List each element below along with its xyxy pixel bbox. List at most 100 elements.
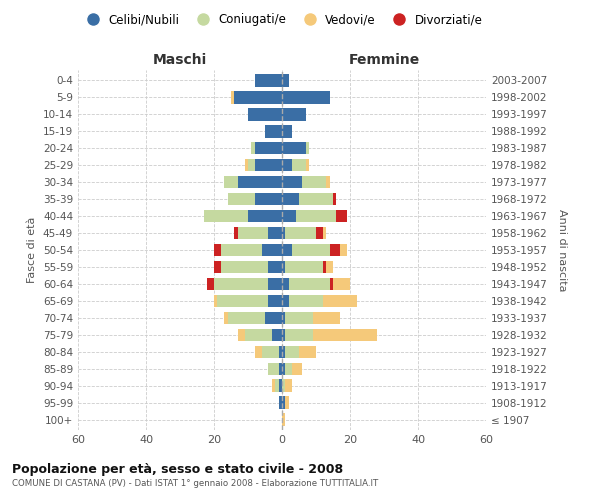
Bar — [292, 244, 329, 256]
Bar — [282, 260, 286, 274]
Bar — [238, 328, 245, 342]
Bar — [292, 362, 302, 375]
Bar — [255, 192, 282, 205]
Bar — [282, 91, 329, 104]
Bar — [278, 346, 282, 358]
Bar — [224, 312, 227, 324]
Bar — [296, 210, 337, 222]
Bar — [282, 210, 296, 222]
Bar — [248, 108, 282, 120]
Bar — [286, 396, 289, 409]
Bar — [217, 294, 268, 308]
Bar — [316, 226, 323, 239]
Bar — [286, 362, 292, 375]
Bar — [214, 260, 221, 274]
Bar — [286, 226, 316, 239]
Bar — [268, 278, 282, 290]
Bar — [278, 380, 282, 392]
Bar — [248, 158, 255, 172]
Bar — [326, 176, 329, 188]
Bar — [275, 380, 278, 392]
Bar — [214, 244, 221, 256]
Bar — [282, 74, 289, 86]
Bar — [313, 312, 340, 324]
Bar — [282, 312, 286, 324]
Bar — [323, 226, 326, 239]
Bar — [286, 260, 323, 274]
Bar — [302, 176, 326, 188]
Bar — [282, 396, 286, 409]
Bar — [245, 328, 272, 342]
Bar — [207, 278, 214, 290]
Bar — [204, 210, 248, 222]
Bar — [255, 158, 282, 172]
Bar — [282, 244, 292, 256]
Bar — [238, 226, 268, 239]
Bar — [299, 192, 333, 205]
Bar — [262, 244, 282, 256]
Bar — [272, 380, 275, 392]
Bar — [235, 226, 238, 239]
Text: COMUNE DI CASTANA (PV) - Dati ISTAT 1° gennaio 2008 - Elaborazione TUTTITALIA.IT: COMUNE DI CASTANA (PV) - Dati ISTAT 1° g… — [12, 479, 378, 488]
Bar — [282, 158, 292, 172]
Bar — [340, 244, 347, 256]
Bar — [235, 91, 282, 104]
Bar — [245, 158, 248, 172]
Bar — [268, 294, 282, 308]
Y-axis label: Anni di nascita: Anni di nascita — [557, 209, 567, 291]
Bar — [337, 210, 347, 222]
Bar — [282, 380, 286, 392]
Bar — [282, 142, 306, 154]
Bar — [323, 260, 326, 274]
Text: Maschi: Maschi — [153, 52, 207, 66]
Bar — [286, 380, 292, 392]
Bar — [227, 192, 255, 205]
Bar — [278, 362, 282, 375]
Bar — [221, 244, 262, 256]
Bar — [282, 362, 286, 375]
Bar — [326, 260, 333, 274]
Bar — [227, 312, 265, 324]
Bar — [289, 294, 323, 308]
Bar — [329, 278, 333, 290]
Bar — [248, 210, 282, 222]
Bar — [282, 346, 286, 358]
Bar — [255, 142, 282, 154]
Bar — [282, 328, 286, 342]
Bar — [268, 226, 282, 239]
Bar — [224, 176, 238, 188]
Bar — [282, 294, 289, 308]
Bar — [255, 346, 262, 358]
Bar — [238, 176, 282, 188]
Bar — [214, 294, 217, 308]
Bar — [292, 158, 306, 172]
Bar — [286, 346, 299, 358]
Bar — [289, 278, 329, 290]
Text: Popolazione per età, sesso e stato civile - 2008: Popolazione per età, sesso e stato civil… — [12, 462, 343, 475]
Bar — [282, 192, 299, 205]
Bar — [268, 362, 278, 375]
Bar — [265, 312, 282, 324]
Bar — [282, 176, 302, 188]
Bar — [282, 108, 306, 120]
Bar — [265, 125, 282, 138]
Bar — [262, 346, 278, 358]
Bar — [255, 74, 282, 86]
Y-axis label: Fasce di età: Fasce di età — [28, 217, 37, 283]
Bar — [214, 278, 268, 290]
Bar — [231, 91, 235, 104]
Bar — [329, 244, 340, 256]
Bar — [278, 396, 282, 409]
Bar — [333, 278, 350, 290]
Bar — [306, 158, 309, 172]
Bar — [282, 278, 289, 290]
Bar — [286, 328, 313, 342]
Legend: Celibi/Nubili, Coniugati/e, Vedovi/e, Divorziati/e: Celibi/Nubili, Coniugati/e, Vedovi/e, Di… — [77, 8, 487, 31]
Bar — [299, 346, 316, 358]
Bar — [282, 226, 286, 239]
Bar — [272, 328, 282, 342]
Bar — [313, 328, 377, 342]
Bar — [306, 142, 309, 154]
Bar — [221, 260, 268, 274]
Bar — [286, 312, 313, 324]
